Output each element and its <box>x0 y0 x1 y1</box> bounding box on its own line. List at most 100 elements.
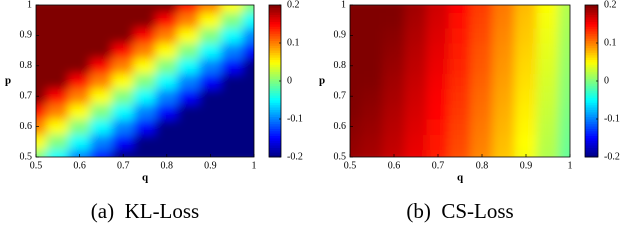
heatmap-cell <box>470 133 494 150</box>
colorbar-segment <box>269 128 281 132</box>
colorbar-segment <box>269 45 281 49</box>
heatmap-cell <box>404 27 428 44</box>
heatmap-cell <box>492 148 516 157</box>
heatmap-cell <box>470 57 494 74</box>
y-tick-label: 0.5 <box>20 151 33 162</box>
colorbar-segment <box>585 50 598 53</box>
heatmap-area <box>36 5 254 157</box>
heatmap-cell <box>350 103 362 120</box>
heatmap-cell <box>382 12 406 29</box>
heatmap-cell <box>242 5 254 14</box>
colorbar-segment <box>269 73 281 77</box>
heatmap-cell <box>492 57 516 74</box>
heatmap-cell <box>360 12 384 29</box>
heatmap-cell <box>350 57 362 74</box>
heatmap-cell <box>382 103 406 120</box>
heatmap-cell <box>111 118 135 135</box>
heatmap-cell <box>133 133 157 150</box>
heatmap-cell <box>404 88 428 105</box>
colorbar-segment <box>269 135 281 139</box>
colorbar-segment <box>269 97 281 101</box>
colorbar-segment <box>269 92 281 96</box>
heatmap-cell <box>404 5 428 14</box>
colorbar-segment <box>585 83 598 87</box>
colorbar-segment <box>585 19 598 23</box>
heatmap-cell <box>404 133 428 150</box>
colorbar-segment <box>585 33 598 37</box>
colorbar-segment <box>585 119 598 122</box>
colorbar-segment <box>585 24 598 27</box>
heatmap-cell <box>177 133 200 150</box>
heatmap-cell <box>536 148 560 157</box>
colorbar-segment <box>585 57 598 61</box>
heatmap-cell <box>514 103 538 120</box>
heatmap-cell <box>514 5 538 14</box>
heatmap-cell <box>382 57 406 74</box>
x-axis-label: q <box>142 172 149 184</box>
heatmap-cell <box>68 5 91 14</box>
colorbar-segment <box>269 9 281 13</box>
colorbar-segment <box>585 116 598 120</box>
heatmap-cell <box>426 133 450 150</box>
colorbar-segment <box>585 138 598 141</box>
colorbar-segment <box>269 16 281 20</box>
heatmap-cell <box>155 88 179 105</box>
colorbar-segment <box>269 81 281 84</box>
heatmap-cell <box>382 5 406 14</box>
heatmap-cell <box>220 88 244 105</box>
colorbar-segment <box>585 14 598 18</box>
colorbar-segment <box>585 126 598 129</box>
colorbar-segment <box>585 92 598 96</box>
colorbar-segment <box>585 69 598 72</box>
heatmap-cell <box>155 118 179 135</box>
heatmap-cell <box>111 42 135 59</box>
heatmap-cell <box>470 27 494 44</box>
heatmap-cell <box>492 118 516 135</box>
heatmap-cell <box>46 88 70 105</box>
heatmap-cell <box>220 57 244 74</box>
heatmap-cell <box>448 118 472 135</box>
heatmap-cell <box>514 148 538 157</box>
heatmap-cell <box>470 148 494 157</box>
heatmap-cell <box>470 5 494 14</box>
heatmap-cell <box>514 57 538 74</box>
colorbar-segment <box>269 57 281 61</box>
heatmap-cell <box>68 88 91 105</box>
heatmap-cell <box>350 118 362 135</box>
heatmap-cell <box>155 27 179 44</box>
heatmap-cell <box>360 5 384 14</box>
y-tick-label: 0.9 <box>334 30 347 41</box>
colorbar-segment <box>269 133 281 137</box>
heatmap-cells <box>36 5 254 157</box>
heatmap-cell <box>558 103 570 120</box>
heatmap-cell <box>68 57 91 74</box>
heatmap-cell <box>90 118 113 135</box>
colorbar-tick-label: 0.1 <box>604 37 617 48</box>
colorbar-segment <box>585 135 598 139</box>
heatmap-cell <box>360 42 384 59</box>
colorbar-segment <box>269 100 281 103</box>
heatmap-cell <box>199 42 222 59</box>
heatmap-cell <box>536 88 560 105</box>
heatmap-cell <box>220 42 244 59</box>
heatmap-cell <box>133 88 157 105</box>
heatmap-cell <box>220 5 244 14</box>
heatmap-cell <box>558 12 570 29</box>
heatmap-cell <box>177 88 200 105</box>
colorbar-segment <box>269 28 281 32</box>
colorbar-segment <box>269 90 281 94</box>
heatmap-cell <box>90 72 113 90</box>
heatmap-cell <box>536 12 560 29</box>
heatmap-cell <box>90 42 113 59</box>
y-tick-label: 0.8 <box>20 60 33 71</box>
colorbar-segment <box>269 88 281 91</box>
heatmap-cell <box>155 133 179 150</box>
heatmap-cell <box>514 72 538 90</box>
colorbar-segment <box>585 147 598 151</box>
colorbar-segment <box>585 142 598 146</box>
colorbar-segment <box>269 38 281 42</box>
colorbar-segment <box>269 71 281 75</box>
heatmap-cell <box>242 57 254 74</box>
colorbar-segment <box>269 54 281 58</box>
heatmap-cell <box>382 118 406 135</box>
